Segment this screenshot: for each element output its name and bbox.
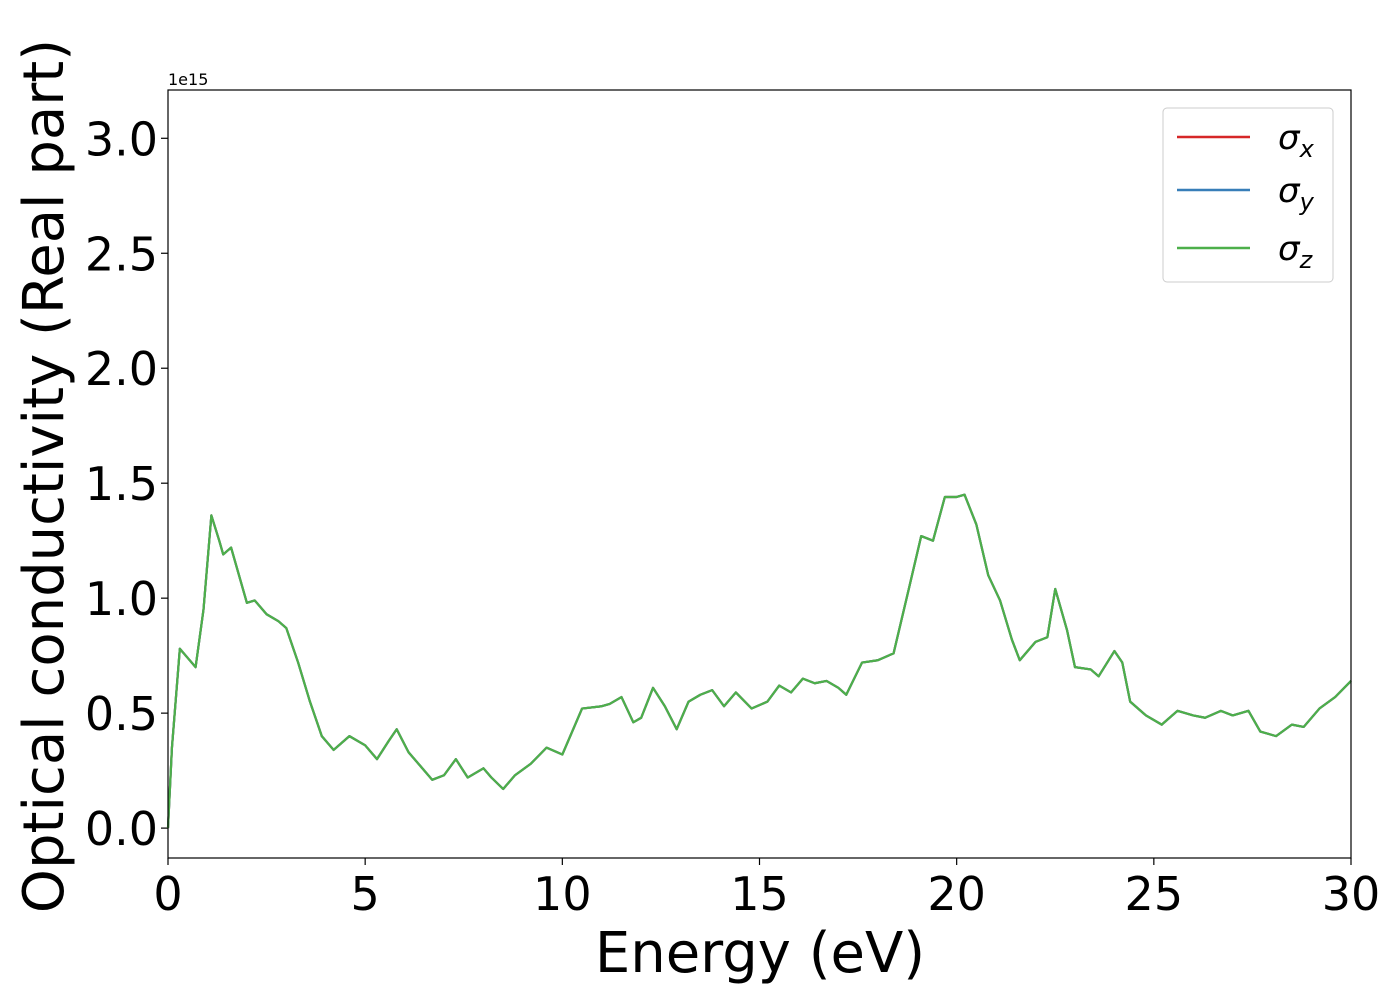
y-tick-label: 1.0	[85, 572, 158, 626]
x-tick-label: 25	[1125, 867, 1184, 921]
x-tick-label: 15	[730, 867, 789, 921]
y-tick-label: 0.5	[85, 687, 158, 741]
plot-frame	[167, 89, 1352, 859]
y-axis-label: Optical conductivity (Real part)	[12, 39, 77, 913]
legend-label: σz	[1278, 229, 1314, 274]
series-line	[166, 493, 1352, 829]
x-tick-label: 20	[927, 867, 986, 921]
legend: σx σy σz	[1162, 107, 1334, 283]
x-axis-label: Energy (eV)	[595, 921, 925, 986]
legend-label: σx	[1278, 118, 1315, 163]
series-line	[166, 493, 1352, 829]
series-line	[166, 493, 1352, 829]
x-tick-label: 30	[1322, 867, 1381, 921]
legend-label: σy	[1278, 171, 1315, 216]
y-tick-label: 1.5	[85, 457, 158, 511]
x-tick-label: 5	[351, 867, 380, 921]
x-tick-label: 10	[533, 867, 592, 921]
y-tick-label: 2.5	[85, 227, 158, 281]
x-tick-label: 0	[153, 867, 182, 921]
y-tick-label: 0.0	[85, 802, 158, 856]
y-offset-label: 1e15	[168, 70, 208, 89]
legend-box	[1162, 107, 1334, 283]
y-tick-label: 2.0	[85, 342, 158, 396]
y-tick-label: 3.0	[85, 112, 158, 166]
